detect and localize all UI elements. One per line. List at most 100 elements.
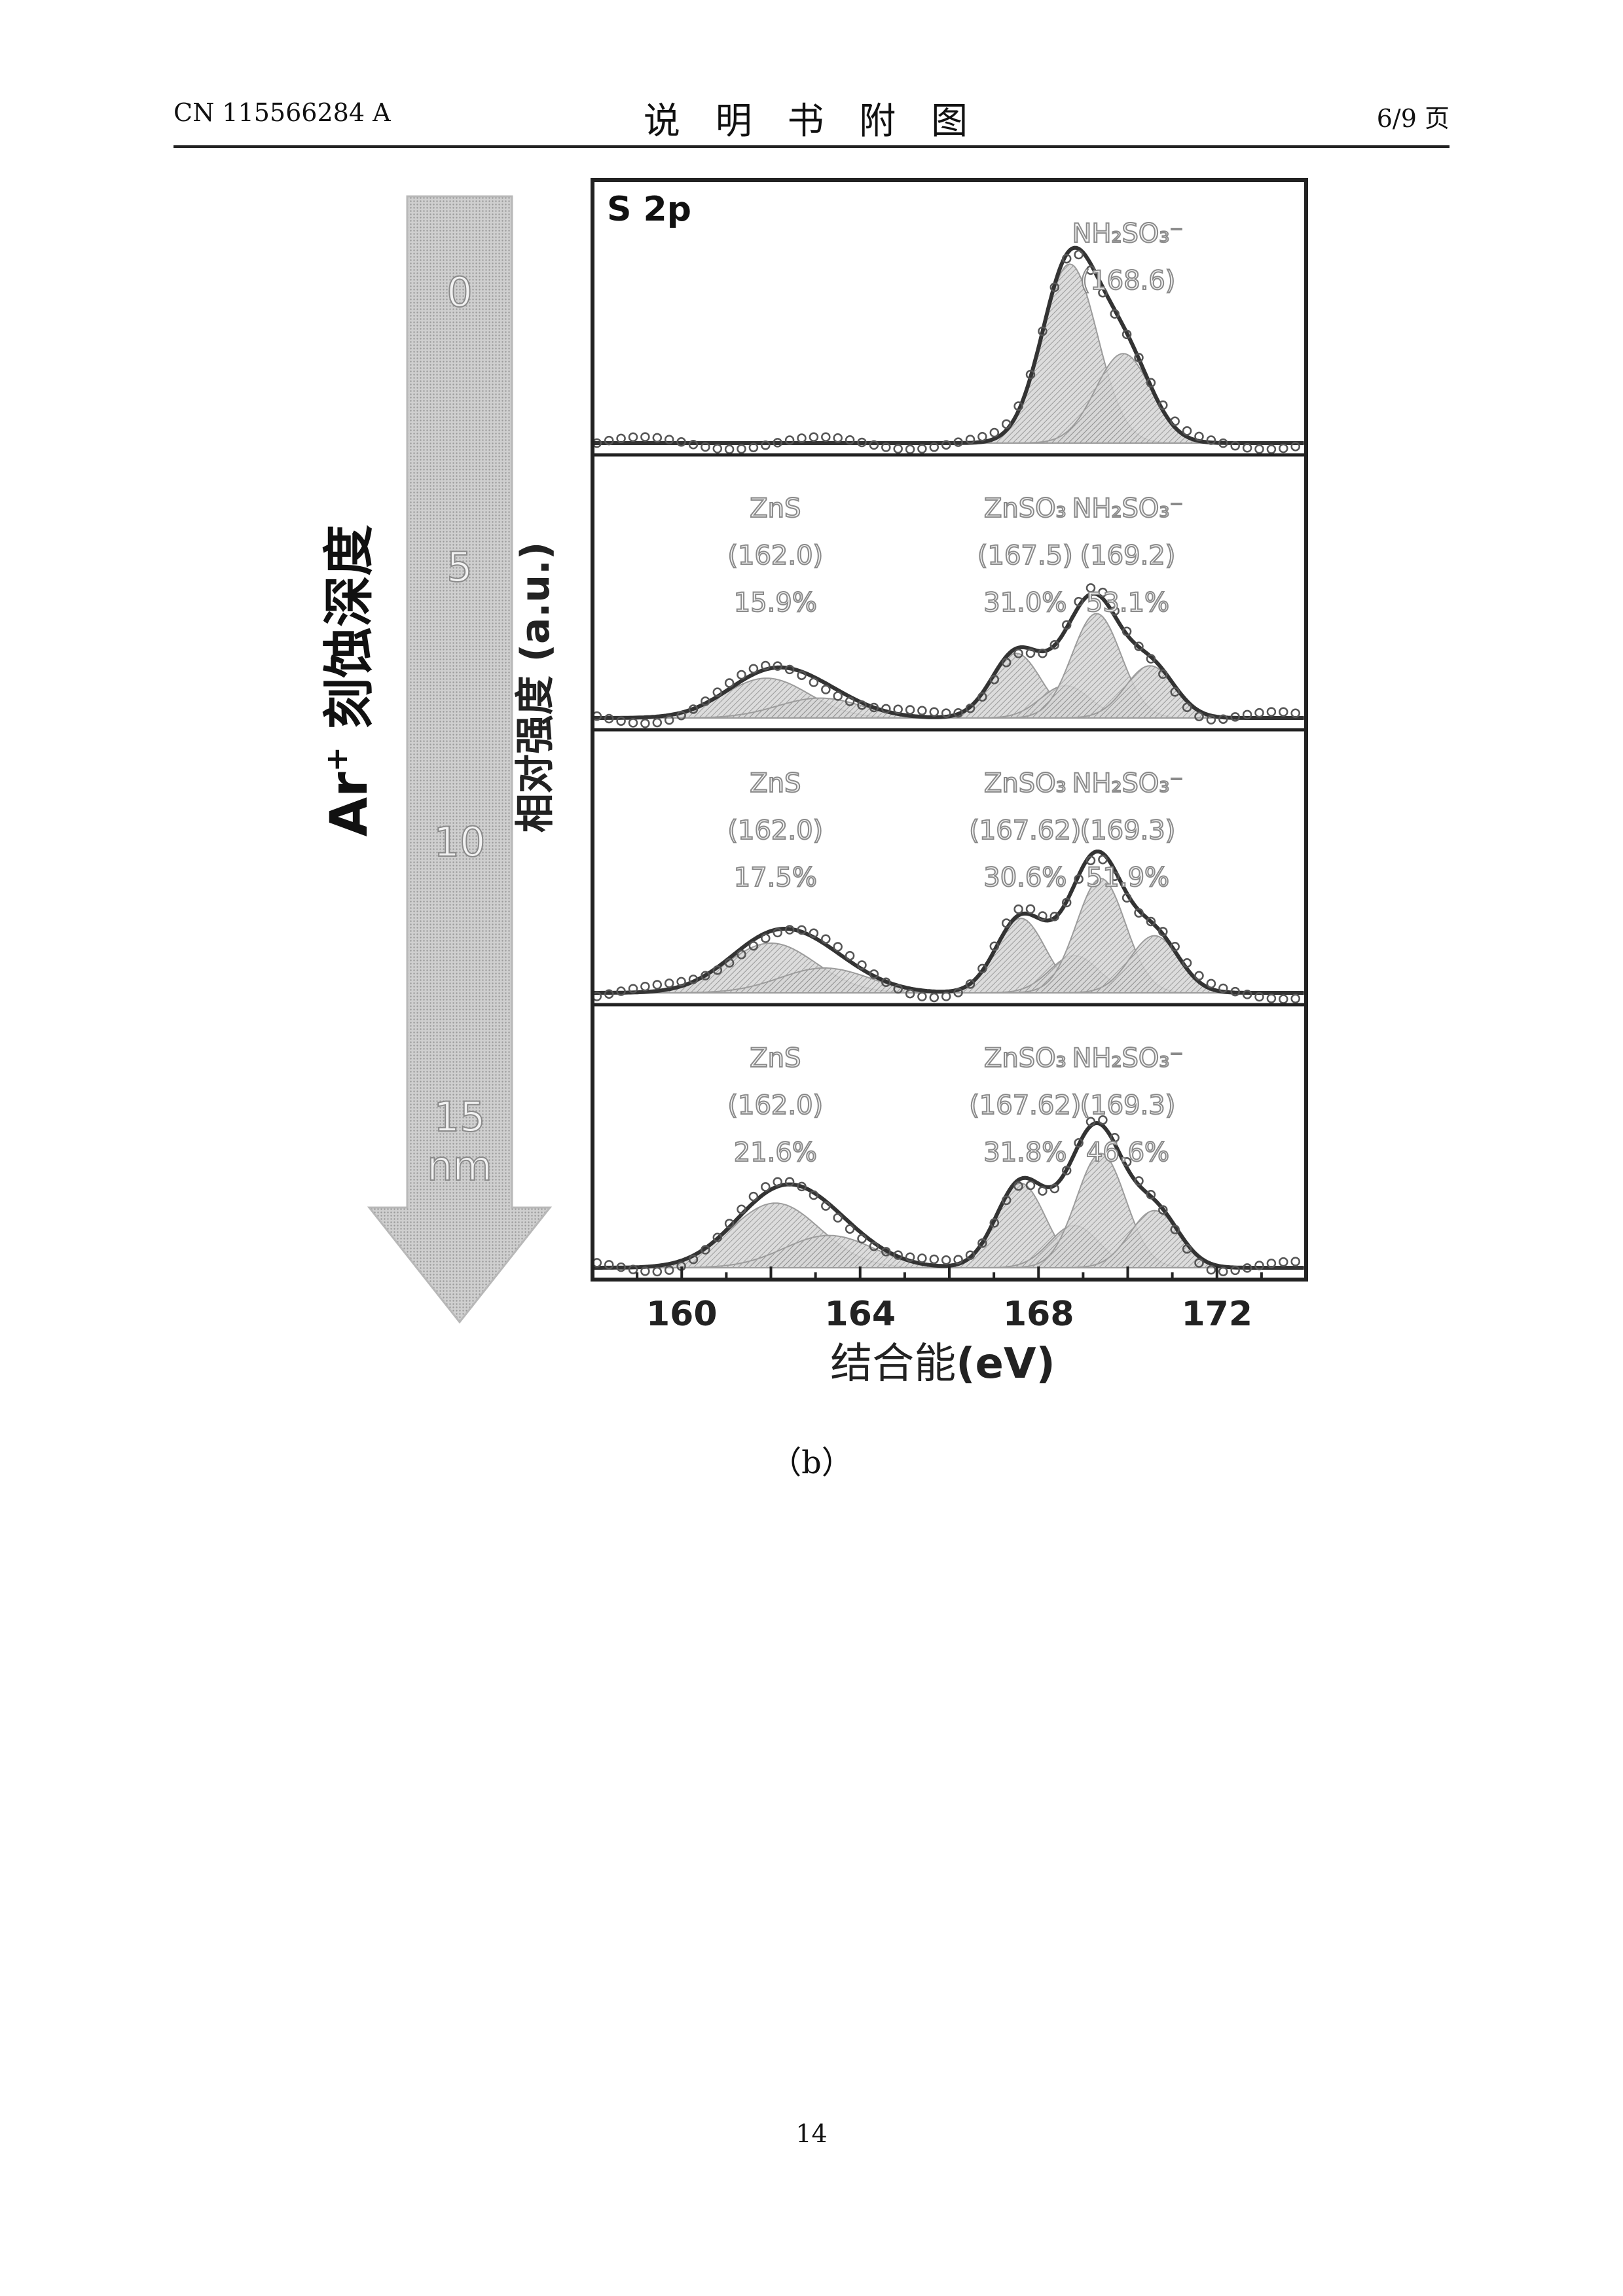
component-label-15-0-2: 21.6% (734, 1138, 817, 1168)
x-tick-label: 168 (1003, 1295, 1074, 1334)
data-point (989, 941, 1000, 952)
data-point (1146, 1190, 1156, 1200)
data-point (664, 715, 674, 725)
data-point (748, 941, 759, 951)
data-point (1218, 438, 1228, 448)
data-point (688, 440, 699, 450)
data-point (737, 670, 746, 680)
data-point (1170, 416, 1180, 426)
data-point (1122, 626, 1132, 637)
data-point (1061, 620, 1072, 630)
data-point (1146, 654, 1156, 664)
spectrum-panel-5: ZnS (162.0) 15.9% ZnSO₃ (167.5) 31.0% NH₂SO₃⁻ (… (592, 493, 1306, 732)
data-point (1158, 400, 1168, 410)
data-point (1170, 942, 1180, 952)
component-label-5-0-0: ZnS (750, 493, 801, 524)
data-point (989, 427, 1000, 438)
data-point (1230, 1265, 1240, 1276)
data-point (989, 674, 1000, 685)
etch-depth-title-prefix: Ar (320, 772, 379, 836)
component-label-10-0-1: (162.0) (727, 816, 823, 846)
component-label-10-0-0: ZnS (750, 768, 801, 798)
data-point (1001, 1195, 1012, 1206)
component-label-15-2-1: (169.3) (1080, 1090, 1176, 1121)
depth-label-0: 0 (447, 268, 472, 316)
spectrum-panel-15: ZnS (162.0) 21.6% ZnSO₃ (167.62) 31.8% NH₂SO₃⁻… (592, 1043, 1306, 1277)
data-point (941, 440, 951, 450)
page-of-indicator: 6/9 页 (1376, 104, 1450, 133)
data-point (1158, 927, 1168, 937)
data-point (1074, 597, 1084, 607)
data-point (941, 992, 951, 1001)
data-point (1110, 871, 1120, 881)
data-point (1098, 1115, 1108, 1125)
plot-area: NH₂SO₃⁻ (168.6) ZnS (162.0) 15.9% ZnSO₃ (167.5… (591, 178, 1308, 1282)
data-point (604, 1260, 614, 1270)
data-point (640, 719, 650, 728)
data-point (724, 958, 735, 968)
x-tick-label: 164 (824, 1295, 896, 1334)
data-point (965, 1250, 976, 1260)
data-point (761, 440, 771, 450)
fit-envelope-15 (593, 1121, 1304, 1270)
data-point (628, 1265, 638, 1274)
data-point (1194, 971, 1204, 981)
data-point (1182, 1244, 1192, 1254)
data-point (701, 971, 710, 980)
component-label-10-2-0: NH₂SO₃⁻ (1072, 768, 1183, 798)
data-point (917, 706, 927, 716)
data-point (1290, 1257, 1300, 1266)
data-point (857, 1234, 867, 1244)
data-point (1266, 1258, 1277, 1268)
data-point (1038, 649, 1048, 658)
data-point (1290, 441, 1300, 452)
data-point (1134, 908, 1144, 918)
data-point (604, 989, 614, 999)
data-point (845, 950, 855, 961)
data-point (1279, 443, 1288, 454)
data-point (821, 934, 831, 944)
data-point (652, 717, 663, 728)
data-point (1013, 401, 1023, 411)
data-point (809, 677, 819, 687)
data-point (1085, 1117, 1096, 1127)
data-point (1049, 912, 1060, 922)
data-point (604, 713, 614, 724)
data-point (821, 685, 831, 694)
data-point (977, 963, 987, 974)
component-label-15-1-0: ZnSO₃ (984, 1043, 1067, 1073)
data-point (701, 442, 710, 452)
component-label-15-2-0: NH₂SO₃⁻ (1072, 1043, 1183, 1073)
data-point (929, 992, 939, 1003)
data-point (1182, 702, 1192, 713)
data-point (797, 925, 807, 935)
data-point (1254, 1261, 1264, 1270)
data-point (1230, 440, 1240, 451)
component-label-5-1-0: ZnSO₃ (984, 493, 1067, 524)
section-title: 说 明 书 附 图 (643, 100, 980, 143)
component-label-15-0-0: ZnS (750, 1043, 801, 1073)
data-point (784, 435, 795, 445)
data-point (761, 933, 771, 943)
data-point (869, 969, 879, 979)
data-point (857, 960, 867, 970)
data-point (1242, 709, 1252, 720)
component-label-15-2-2: 46.6% (1086, 1138, 1169, 1168)
component-label-5-1-2: 31.0% (983, 588, 1067, 618)
data-point (1279, 994, 1288, 1004)
spectrum-panel-0: NH₂SO₃⁻ (168.6) (592, 218, 1306, 457)
data-point (1134, 1176, 1144, 1186)
data-point (953, 437, 963, 447)
data-point (784, 1177, 795, 1187)
data-point (1206, 1265, 1216, 1275)
data-point (1013, 904, 1023, 914)
component-label-0-0-0: NH₂SO₃⁻ (1072, 219, 1183, 249)
data-point (784, 925, 795, 935)
data-point (893, 704, 903, 715)
data-point (1279, 1257, 1288, 1267)
data-point (953, 1255, 963, 1265)
data-point (761, 660, 771, 671)
data-point (941, 1255, 951, 1265)
data-point (676, 710, 686, 721)
